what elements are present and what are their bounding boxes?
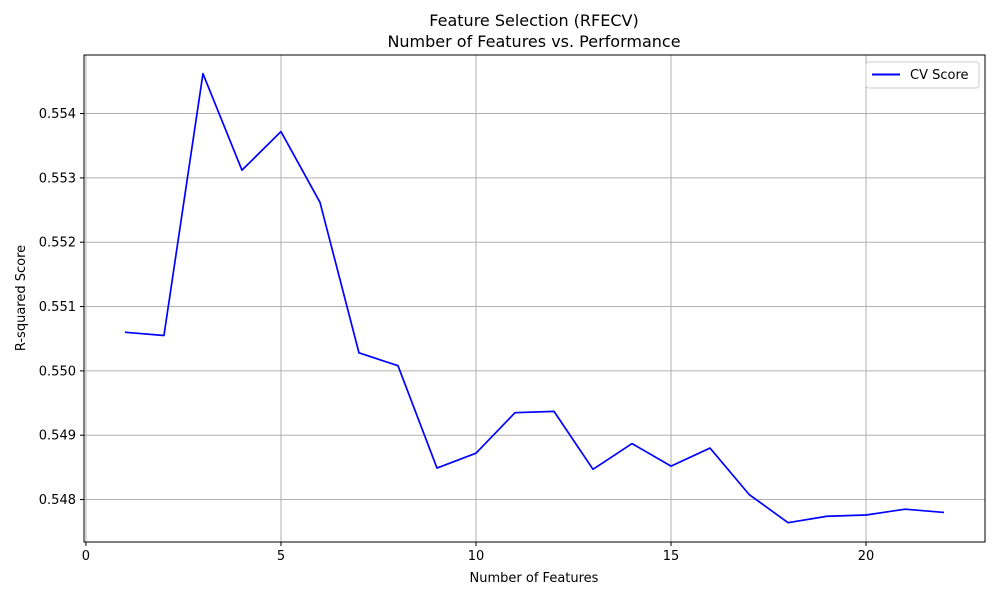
chart-subtitle: Number of Features vs. Performance <box>387 32 680 51</box>
x-axis-label: Number of Features <box>470 571 599 586</box>
x-axis: 0 5 10 15 20 <box>82 542 875 564</box>
y-tick-label: 0.551 <box>39 300 76 315</box>
legend-label: CV Score <box>910 68 969 83</box>
x-tick-label: 15 <box>663 549 680 564</box>
y-tick-label: 0.548 <box>39 493 76 508</box>
y-tick-label: 0.549 <box>39 429 76 444</box>
y-tick-label: 0.554 <box>39 107 76 122</box>
y-tick-label: 0.550 <box>39 364 76 379</box>
y-tick-label: 0.553 <box>39 171 76 186</box>
plot-frame <box>83 54 986 543</box>
y-axis-label: R-squared Score <box>14 245 29 351</box>
series-layer <box>124 72 945 524</box>
y-axis: 0.548 0.549 0.550 0.551 0.552 0.553 0.554 <box>39 107 84 508</box>
y-tick-label: 0.552 <box>39 236 76 251</box>
x-tick-label: 0 <box>82 549 90 564</box>
grid <box>84 55 985 542</box>
x-tick-label: 20 <box>858 549 875 564</box>
series-line-cv-score <box>124 72 945 524</box>
chart-title: Feature Selection (RFECV) <box>429 11 638 30</box>
legend-box <box>865 61 980 89</box>
x-tick-label: 5 <box>277 549 285 564</box>
x-tick-label: 10 <box>468 549 485 564</box>
legend: CV Score <box>865 61 980 89</box>
